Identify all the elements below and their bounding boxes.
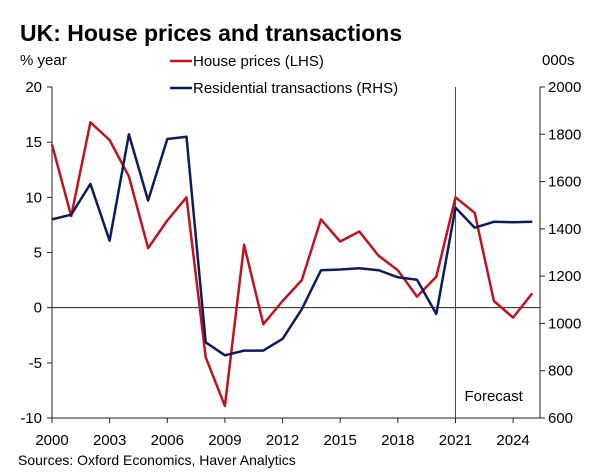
left-axis-ticks: -10 -5 0 5 10 15 20 bbox=[20, 79, 52, 427]
axes bbox=[51, 87, 541, 419]
left-tick-label: 10 bbox=[25, 189, 42, 206]
forecast-label: Forecast bbox=[464, 388, 523, 405]
x-tick-label: 2018 bbox=[381, 432, 414, 449]
left-tick-label: 15 bbox=[25, 134, 42, 151]
left-tick-label: 20 bbox=[25, 79, 42, 96]
x-tick-label: 2006 bbox=[151, 432, 184, 449]
x-tick-label: 2024 bbox=[496, 432, 529, 449]
right-tick-label: 800 bbox=[548, 363, 573, 380]
right-tick-label: 1600 bbox=[548, 174, 581, 191]
chart-title: UK: House prices and transactions bbox=[20, 20, 402, 46]
source-note: Sources: Oxford Economics, Haver Analyti… bbox=[18, 452, 296, 468]
right-axis-ticks: 600 800 1000 1200 1400 1600 1800 2000 bbox=[540, 79, 581, 427]
x-axis-ticks: 2000 2003 2006 2009 2012 2015 2018 2021 2024 bbox=[35, 418, 530, 449]
x-tick-label: 2000 bbox=[35, 432, 68, 449]
right-tick-label: 2000 bbox=[548, 79, 581, 96]
x-tick-label: 2009 bbox=[208, 432, 241, 449]
right-axis-unit: 000s bbox=[542, 52, 575, 69]
left-tick-label: 5 bbox=[34, 245, 42, 262]
right-tick-label: 1200 bbox=[548, 268, 581, 285]
right-tick-label: 600 bbox=[548, 410, 573, 427]
series-layer bbox=[50, 121, 534, 408]
left-axis-unit: % year bbox=[20, 52, 67, 69]
x-tick-label: 2021 bbox=[439, 432, 472, 449]
series-line-residential-transactions bbox=[51, 133, 533, 357]
x-tick-label: 2012 bbox=[266, 432, 299, 449]
legend: House prices (LHS) Residential transacti… bbox=[170, 53, 398, 97]
left-tick-label: -5 bbox=[29, 355, 42, 372]
legend-label-residential-transactions: Residential transactions (RHS) bbox=[193, 80, 398, 97]
legend-label-house-prices: House prices (LHS) bbox=[193, 53, 324, 70]
forecast-marker: Forecast bbox=[454, 87, 524, 418]
x-tick-label: 2003 bbox=[93, 432, 126, 449]
x-tick-label: 2015 bbox=[324, 432, 357, 449]
left-tick-label: 0 bbox=[34, 300, 42, 317]
right-tick-label: 1000 bbox=[548, 315, 581, 332]
right-tick-label: 1400 bbox=[548, 221, 581, 238]
right-tick-label: 1800 bbox=[548, 126, 581, 143]
series-line-house-prices bbox=[50, 121, 534, 408]
left-tick-label: -10 bbox=[20, 410, 42, 427]
